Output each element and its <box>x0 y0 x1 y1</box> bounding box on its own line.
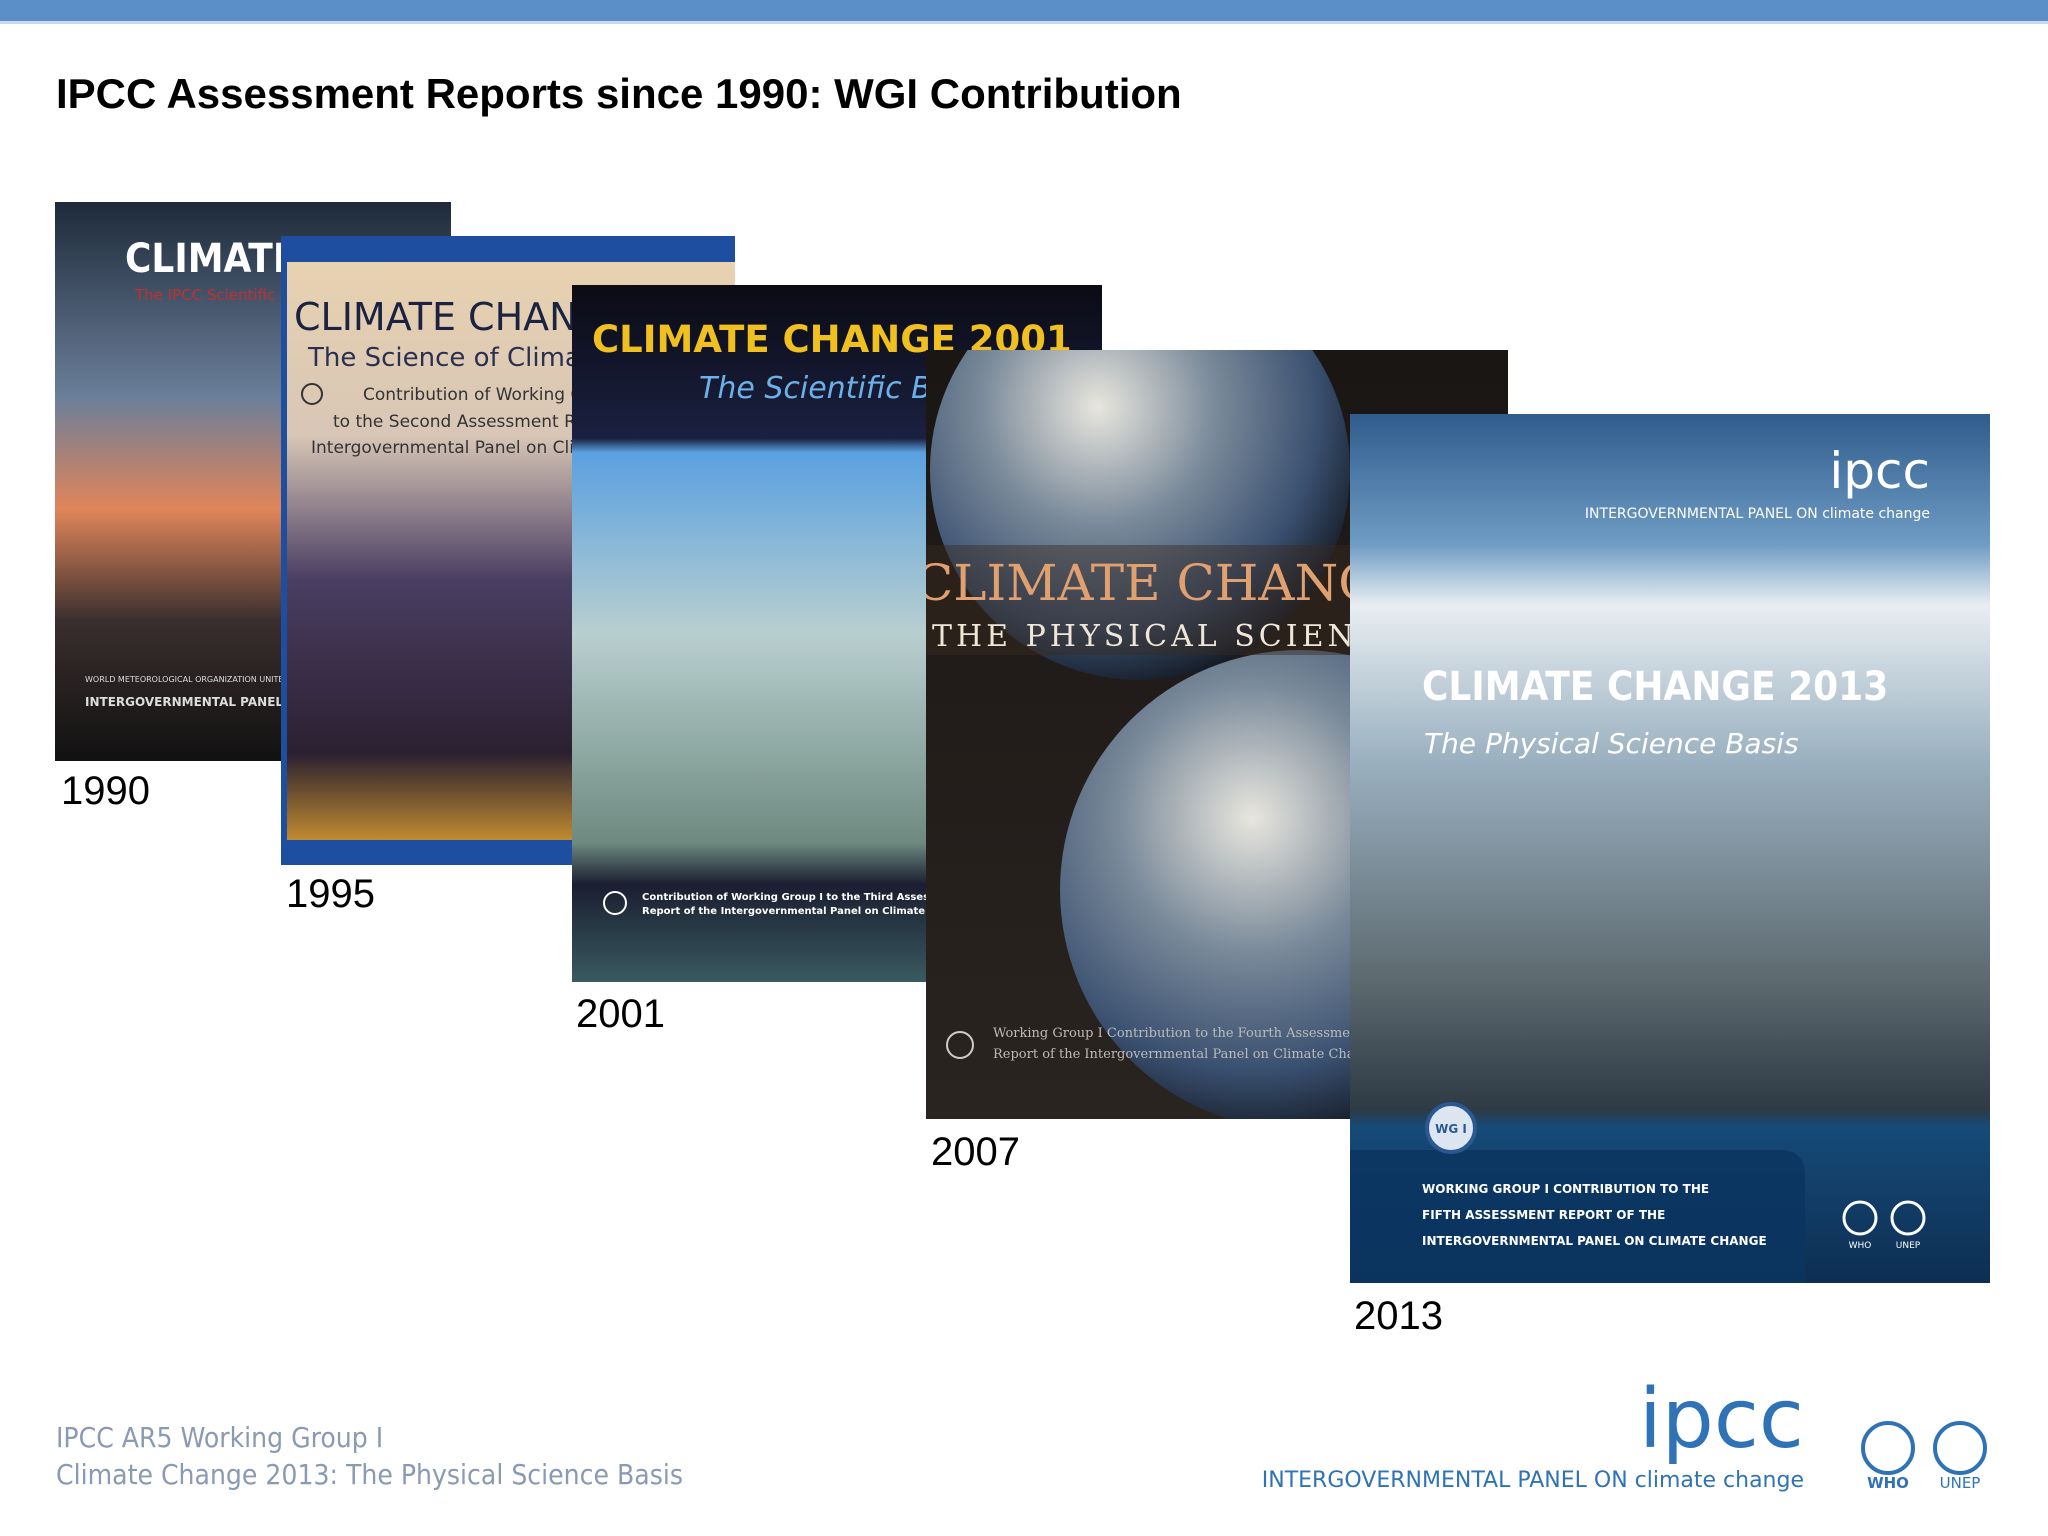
who-logo <box>1842 1200 1878 1236</box>
year-label: 1990 <box>61 769 150 813</box>
partner-label: WHO <box>1867 1474 1909 1492</box>
cover-2013: ipcc INTERGOVERNMENTAL PANEL ON climate … <box>1350 414 1990 1283</box>
un-logo <box>603 891 627 915</box>
cover-footer: WORLD METEOROLOGICAL ORGANIZATION UNITED… <box>85 675 445 684</box>
footer-line: IPCC AR5 Working Group I <box>56 1421 383 1454</box>
partner-label: UNEP <box>1940 1474 1981 1492</box>
unep-logo <box>1890 1200 1926 1236</box>
top-bar-shadow <box>0 21 2048 24</box>
unep-logo <box>1933 1421 1987 1475</box>
cover-panel <box>1350 1150 1805 1283</box>
top-bar <box>0 0 2048 21</box>
badge <box>1425 1102 1477 1154</box>
year-label: 2001 <box>576 992 665 1036</box>
year-label: 2007 <box>931 1130 1020 1174</box>
logo-label: WHO <box>1849 1241 1872 1251</box>
badge-text: WG I <box>1435 1122 1467 1136</box>
un-logo <box>301 383 323 405</box>
cover-footer: Working Group I Contribution to the Four… <box>993 1026 1364 1041</box>
logo-label: UNEP <box>1896 1241 1921 1251</box>
cover-footer: INTERGOVERNMENTAL PANEL ON CLIMATE CHANG… <box>1422 1234 1767 1248</box>
footer-logo-sub: INTERGOVERNMENTAL PANEL ON climate chang… <box>1262 1468 1804 1493</box>
footer-line: Climate Change 2013: The Physical Scienc… <box>56 1458 683 1491</box>
un-logo <box>946 1031 974 1059</box>
globe <box>930 350 1350 680</box>
cover-footer: Report of the Intergovernmental Panel on… <box>642 906 971 917</box>
cover-footer: WORKING GROUP I CONTRIBUTION TO THE <box>1422 1182 1709 1196</box>
slide-title: IPCC Assessment Reports since 1990: WGI … <box>56 70 1182 117</box>
cover-footer: Report of the Intergovernmental Panel on… <box>993 1047 1379 1062</box>
cover-footer: FIFTH ASSESSMENT REPORT OF THE <box>1422 1208 1665 1222</box>
cover-title: CLIMATE CHANGE 2013 <box>1422 664 1888 710</box>
year-label: 1995 <box>286 872 375 916</box>
cover-subtitle: The Physical Science Basis <box>1424 727 1799 760</box>
cover-footer: Contribution of Working Group I to the T… <box>642 892 964 903</box>
year-label: 2013 <box>1354 1294 1443 1338</box>
who-logo <box>1861 1421 1915 1475</box>
cover-brand: ipcc <box>1829 442 1930 500</box>
cover-footer: Contribution of Working Group I <box>363 385 633 405</box>
cover-brand-sub: INTERGOVERNMENTAL PANEL ON climate chang… <box>1585 506 1930 522</box>
footer-logo: ipcc <box>1639 1372 1804 1467</box>
